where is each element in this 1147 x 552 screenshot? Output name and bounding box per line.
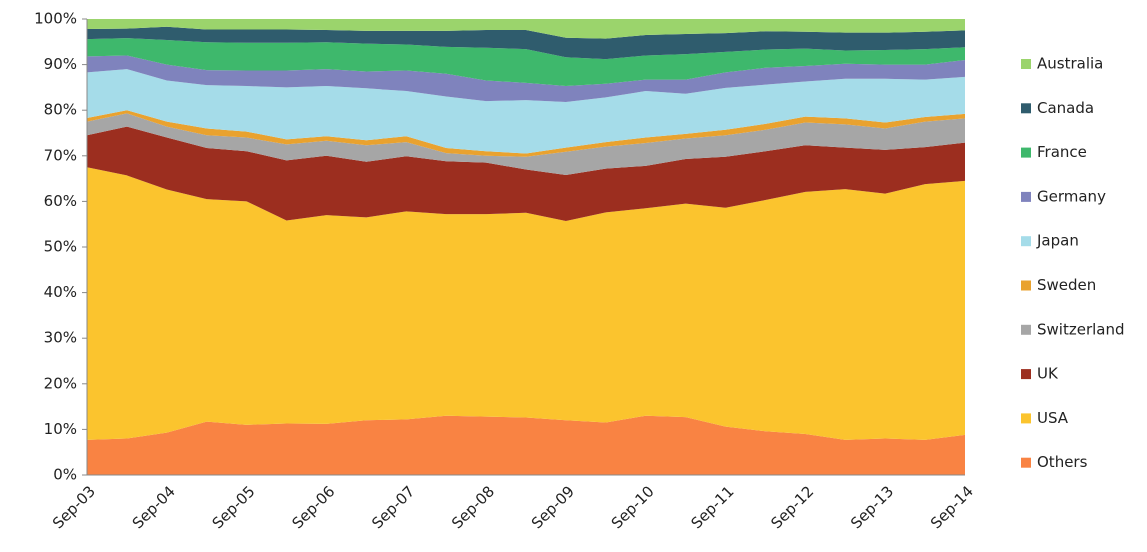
x-tick-label: Sep-05 [209,482,259,532]
x-tick-label: Sep-04 [129,482,179,532]
y-tick-label: 90% [44,55,77,73]
area [87,26,965,60]
y-tick-label: 20% [44,374,77,392]
y-tick-label: 10% [44,420,77,438]
x-tick-label: Sep-11 [688,482,738,532]
x-tick-label: Sep-07 [368,482,418,532]
legend-label: Switzerland [1037,320,1125,338]
x-tick-label: Sep-10 [608,482,658,532]
legend-swatch [1021,280,1031,291]
legend-label: UK [1037,365,1059,383]
legend-swatch [1021,59,1031,69]
y-tick-label: 60% [44,192,77,210]
legend-label: Japan [1036,232,1079,250]
y-tick-label: 50% [44,238,77,256]
y-tick-label: 30% [44,329,77,347]
legend-swatch [1021,324,1031,335]
x-tick-label: Sep-06 [288,482,338,532]
legend-swatch [1021,147,1031,158]
area [87,167,965,440]
area [87,69,965,154]
legend-label: Sweden [1037,276,1096,294]
legend-swatch [1021,369,1031,380]
area [87,113,965,175]
area [87,19,965,39]
x-tick-label: Sep-14 [927,482,977,532]
x-tick-label: Sep-09 [528,482,578,532]
area [87,415,965,475]
y-tick-label: 40% [44,283,77,301]
legend-swatch [1021,413,1031,424]
y-tick-label: 80% [44,101,77,119]
y-tick-label: 0% [53,466,77,484]
legend-label: France [1037,143,1087,161]
legend-label: Germany [1037,187,1106,205]
x-tick-label: Sep-03 [49,482,99,532]
legend-swatch [1021,103,1031,114]
y-tick-label: 70% [44,146,77,164]
legend-swatch [1021,457,1031,468]
x-tick-label: Sep-12 [767,482,817,532]
legend-swatch [1021,236,1031,247]
y-tick-label: 100% [34,10,77,28]
area [87,55,965,102]
x-tick-label: Sep-13 [847,482,897,532]
legend-label: Canada [1037,99,1094,117]
legend-label: USA [1037,409,1069,427]
legend-swatch [1021,191,1031,202]
area [87,126,965,222]
area [87,38,965,87]
x-tick-label: Sep-08 [448,482,498,532]
legend-label: Australia [1037,55,1103,73]
legend-label: Others [1037,453,1088,471]
